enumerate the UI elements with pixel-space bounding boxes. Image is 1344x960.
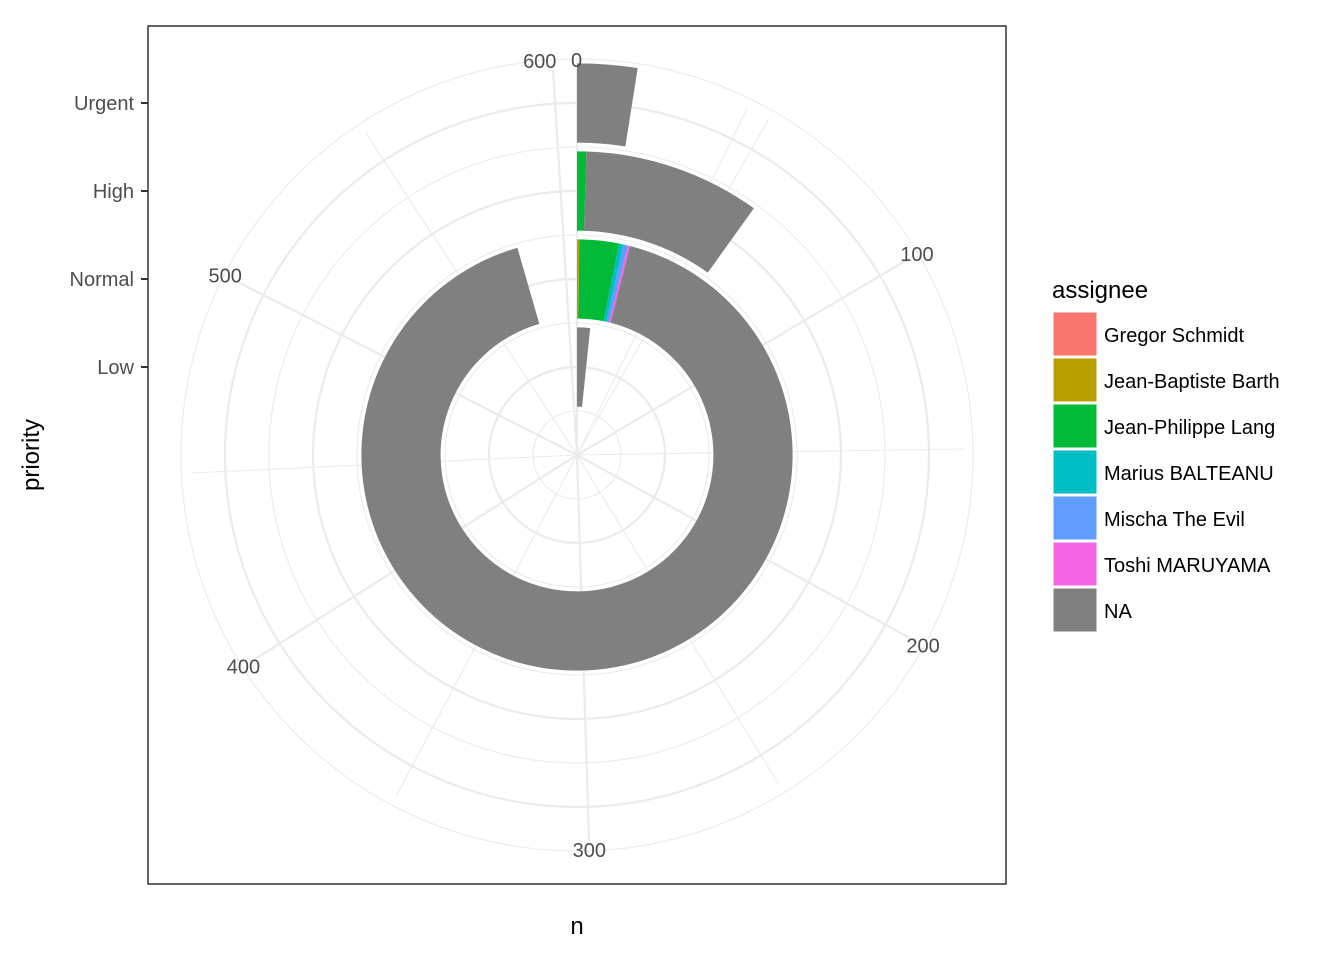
legend: assignee Gregor Schmidt Jean-Baptiste Bar… (1052, 277, 1280, 633)
bar-segment-normal-jean-baptiste-barth (577, 239, 580, 319)
priority-axis: Low Normal High Urgent (70, 93, 148, 379)
legend-key-swatch (1052, 311, 1098, 357)
angle-tick-labels: 0 100 200 300 400 500 600 (208, 50, 939, 862)
legend-entry-label: Jean-Baptiste Barth (1104, 371, 1280, 393)
legend-key-swatch (1052, 449, 1098, 495)
legend-key-swatch (1052, 495, 1098, 541)
bar-segment-normal-marius-balteanu (603, 243, 624, 322)
major-spoke-gridline (551, 69, 579, 456)
legend-entry-label: Jean-Philippe Lang (1104, 417, 1275, 439)
y-axis-title: priority (18, 419, 45, 491)
angle-tick-label: 500 (208, 265, 241, 287)
legend-key-swatch (1052, 541, 1098, 587)
legend-key-swatch (1052, 403, 1098, 449)
legend-entry-label: Mischa The Evil (1104, 509, 1245, 531)
angle-tick-label: 100 (900, 244, 933, 266)
bar-segment-high-jean-philippe-lang (577, 151, 587, 231)
x-axis-title: n (570, 913, 583, 940)
angle-tick-label: 200 (906, 635, 939, 657)
angle-tick-label: 400 (227, 657, 260, 679)
bars-layer (361, 63, 793, 671)
angle-tick-label: 300 (573, 840, 606, 862)
angle-tick-label: 0 (571, 50, 582, 72)
bar-segment-normal-mischa-the-evil (606, 244, 628, 323)
legend-entry-label: Gregor Schmidt (1104, 325, 1244, 347)
bar-segment-low-na (577, 327, 591, 407)
bar-segment-normal-jean-philippe-lang (578, 239, 620, 322)
bar-segment-normal-na (361, 246, 793, 671)
bar-segment-high-na (583, 151, 754, 273)
legend-entry-label: Toshi MARUYAMA (1104, 555, 1271, 577)
priority-tick-label: Normal (70, 269, 134, 291)
priority-tick-label: Urgent (74, 93, 134, 115)
legend-entry-label: Marius BALTEANU (1104, 463, 1274, 485)
legend-entry-label: NA (1104, 601, 1132, 623)
priority-tick-label: Low (97, 357, 134, 379)
plot-border (147, 25, 1007, 885)
legend-title: assignee (1052, 277, 1148, 304)
angle-tick-label: 600 (523, 51, 556, 73)
bar-segment-urgent-na (577, 63, 638, 147)
legend-key-swatch (1052, 587, 1098, 633)
legend-key-swatch (1052, 357, 1098, 403)
bar-segment-normal-toshi-maruyama (609, 245, 631, 323)
minor-ring-gridline (180, 58, 974, 852)
priority-tick-label: High (93, 181, 134, 203)
